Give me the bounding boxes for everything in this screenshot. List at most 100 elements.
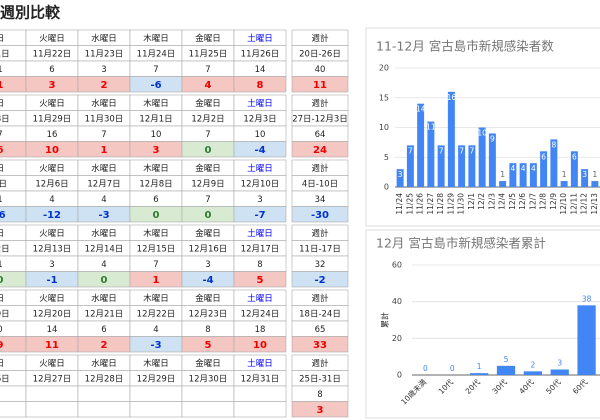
diff-cell: -4 [202,275,213,286]
table-cell [0,60,27,77]
bar [591,181,599,187]
data-label: 0 [450,364,455,373]
y-tick-label: 0 [384,183,389,192]
count-cell: 3 [101,65,106,75]
column-header: 日 [0,34,4,44]
count-cell: 1 [0,260,3,270]
diff-cell: 0 [101,275,108,286]
column-header: 木曜日 [143,98,169,109]
count-cell: 7 [0,130,3,140]
diff-cell: -6 [150,80,161,91]
date-cell: 12月22日 [137,309,176,319]
date-cell: 25日-31日 [299,374,341,384]
table-cell [291,271,349,288]
bar [550,369,569,375]
chart-title: 11-12月 宮古島市新規感染者数 [376,39,554,54]
diff-cell: 6 [0,145,4,156]
bar [577,305,596,375]
bar [519,163,527,187]
table-cell [0,385,27,402]
date-cell: 12月6日 [35,179,68,189]
bar [417,103,425,187]
column-header: 木曜日 [143,293,169,304]
x-tick-label: 11/27 [426,193,435,215]
bar [540,151,548,187]
table-cell [0,190,27,207]
table-cell [77,385,131,402]
column-header: 水曜日 [91,228,117,239]
column-header: 火曜日 [39,34,65,44]
table-cell [0,401,27,418]
bar [396,169,404,187]
table-cell [0,336,27,353]
bar [581,169,589,187]
date-cell: 11月22日 [33,49,72,59]
column-header: 水曜日 [91,163,117,174]
diff-cell: -7 [254,210,265,221]
count-cell: 8 [205,325,210,335]
diff-cell: 3 [49,80,56,91]
date-cell: 12月7日 [87,179,120,189]
data-label: 1 [477,362,482,371]
diff-cell: 1 [0,80,4,91]
bar [570,151,578,187]
date-cell: 12月30日 [189,374,228,384]
count-cell: 18 [255,325,266,335]
table-cell [233,336,287,353]
bar [496,365,516,375]
date-cell: 12月29日 [137,374,176,384]
date-cell: 19日 [0,309,10,319]
table-cell [0,320,27,337]
table-cell [291,141,349,158]
table-cell [25,401,79,418]
data-label: 7 [469,146,474,155]
data-label: 7 [439,146,444,155]
bar [499,181,507,187]
diff-cell: 11 [313,80,327,91]
count-cell: 7 [205,130,210,140]
table-cell [129,401,183,418]
column-header: 水曜日 [91,293,117,304]
count-cell: 7 [101,130,106,140]
column-header: 週計 [311,33,329,44]
table-cell [291,336,349,353]
column-header: 木曜日 [143,228,169,239]
data-label: 6 [541,152,546,161]
column-header: 週計 [311,293,329,304]
count-cell: 34 [315,195,326,205]
date-cell: 11月26日 [241,49,280,59]
data-label: 3 [557,359,562,368]
bar [529,163,537,187]
date-cell: 5日 [0,179,7,189]
x-tick-label: 11/30 [457,193,466,215]
count-cell: 7 [205,195,210,205]
diff-cell: 11 [45,340,59,351]
date-cell: 12月15日 [137,244,176,254]
diff-cell: -3 [98,210,109,221]
count-cell: 6 [49,65,54,75]
date-cell: 11月29日 [33,114,72,124]
bar [523,371,542,375]
data-label: 3 [398,170,403,179]
table-cell [233,401,287,418]
column-header: 火曜日 [39,229,65,239]
table-cell [0,141,27,158]
diff-cell: -30 [311,210,329,221]
y-tick-label: 0 [397,371,402,380]
x-tick-label: 11/29 [446,193,455,215]
column-header: 木曜日 [143,163,169,174]
column-header: 週計 [311,228,329,239]
count-cell: 65 [315,325,326,335]
table-cell [0,76,27,93]
date-cell: 12月28日 [85,374,124,384]
date-cell: 21日 [0,49,10,59]
chart-title: 12月 宮古島市新規感染者累計 [376,236,546,251]
date-cell: 12月21日 [85,309,124,319]
data-label: 11 [426,123,436,132]
column-header: 土曜日 [247,228,273,239]
count-cell: 8 [257,260,262,270]
count-cell: 32 [315,260,326,270]
diff-cell: -1 [46,275,57,286]
